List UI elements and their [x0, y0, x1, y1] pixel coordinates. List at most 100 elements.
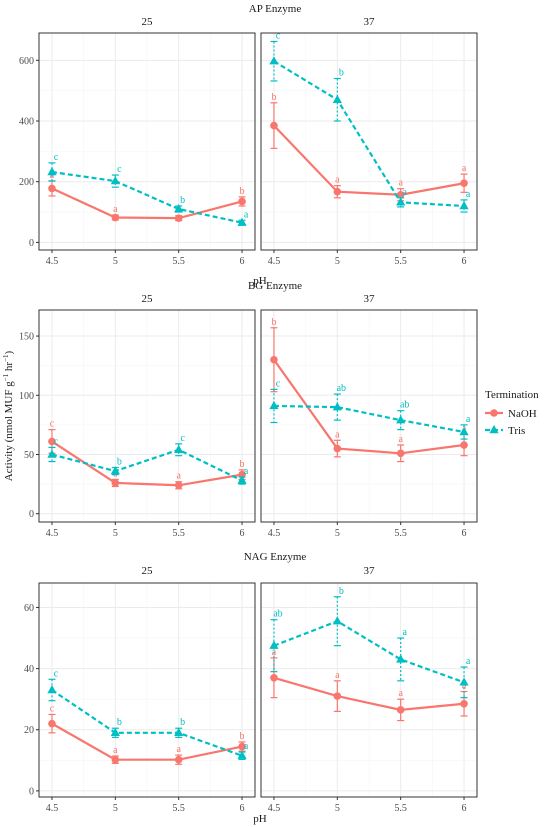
- data-point-tris: [269, 640, 279, 649]
- data-point-tris: [459, 200, 469, 210]
- series-naoh: b a a a: [270, 92, 468, 202]
- significance-letter: b: [339, 586, 344, 597]
- x-tick-label: 5.5: [172, 528, 185, 539]
- series-naoh: a a a a: [270, 647, 468, 722]
- data-point-naoh: [48, 719, 56, 728]
- panel-border: [38, 309, 256, 523]
- significance-letter: a: [398, 688, 403, 699]
- y-tick-label: 100: [19, 391, 34, 402]
- significance-letter: c: [50, 703, 55, 714]
- data-point-tris: [174, 727, 184, 736]
- y-axis-title: Activity (nmol MUF g−1 hr−1): [2, 350, 15, 481]
- panel-border: [38, 32, 256, 251]
- data-point-naoh: [396, 449, 405, 458]
- data-point-naoh: [174, 481, 183, 490]
- data-point-tris: [47, 167, 57, 176]
- significance-letter: c: [117, 164, 122, 175]
- legend-title: Termination: [485, 389, 539, 401]
- data-point-naoh: [270, 673, 278, 682]
- data-point-naoh: [238, 742, 246, 751]
- data-point-naoh: [460, 699, 468, 708]
- y-axis-title-superscript: −1: [2, 354, 10, 362]
- panel-strip-label: 37: [364, 565, 376, 577]
- significance-letter: b: [240, 731, 245, 742]
- data-point-tris: [47, 685, 57, 694]
- significance-letter: a: [462, 681, 467, 692]
- panel-strip-label: 37: [364, 293, 376, 305]
- x-tick-label: 6: [240, 256, 245, 267]
- legend-label: Tris: [508, 425, 525, 437]
- data-point-tris: [237, 475, 247, 484]
- significance-letter: a: [335, 175, 340, 186]
- significance-letter: c: [276, 30, 281, 41]
- significance-letter: a: [335, 429, 340, 440]
- series-line-naoh: [51, 722, 243, 761]
- data-point-tris: [174, 204, 184, 213]
- y-tick-label: 60: [24, 603, 34, 614]
- significance-letter: a: [113, 204, 118, 215]
- x-tick-label: 4.5: [268, 528, 281, 539]
- data-point-tris: [237, 750, 247, 759]
- x-tick-label: 5: [335, 256, 340, 267]
- significance-letter: b: [180, 195, 185, 206]
- significance-letter: a: [466, 414, 471, 425]
- data-point-tris: [110, 466, 120, 475]
- x-tick-label: 4.5: [46, 528, 59, 539]
- data-point-naoh: [333, 187, 342, 196]
- legend-key-circle: [490, 409, 498, 417]
- data-point-naoh: [238, 197, 246, 206]
- y-tick-label: 0: [29, 238, 34, 249]
- significance-letter: c: [54, 668, 59, 679]
- legend-item-naoh: NaOH: [485, 408, 537, 420]
- panel-border: [260, 582, 478, 798]
- chart-title: AP Enzyme: [249, 3, 302, 15]
- y-tick-label: 600: [19, 56, 34, 67]
- x-tick-label: 5: [335, 803, 340, 814]
- significance-letter: c: [54, 152, 59, 163]
- y-tick-label: 50: [24, 450, 34, 461]
- x-axis-title: pH: [253, 813, 267, 825]
- x-tick-label: 5.5: [394, 528, 407, 539]
- y-tick-label: 20: [24, 725, 34, 736]
- data-point-naoh: [111, 213, 120, 222]
- data-point-naoh: [111, 479, 120, 487]
- series-tris: cb ba: [47, 668, 249, 760]
- significance-letter: c: [54, 436, 59, 447]
- series-line-naoh: [273, 359, 465, 455]
- series-line-naoh: [51, 187, 243, 220]
- y-axis-title-superscript: −1: [2, 373, 10, 381]
- x-tick-label: 4.5: [46, 256, 59, 267]
- legend-key-triangle: [489, 425, 499, 434]
- x-axis-title: pH: [253, 275, 267, 287]
- chart-bg-enzyme: BG Enzyme25caabcbca4.555.5605010015037ba…: [19, 280, 478, 539]
- data-point-naoh: [48, 184, 56, 193]
- significance-letter: a: [462, 163, 467, 174]
- data-point-tris: [332, 616, 342, 625]
- panel-border: [38, 582, 256, 798]
- y-tick-label: 40: [24, 664, 34, 675]
- significance-letter: a: [398, 178, 403, 189]
- data-point-tris: [396, 197, 406, 206]
- data-point-naoh: [396, 706, 405, 714]
- significance-letter: a: [244, 741, 249, 752]
- significance-letter: b: [271, 92, 276, 103]
- data-point-tris: [396, 654, 406, 663]
- x-tick-label: 6: [462, 803, 467, 814]
- significance-letter: b: [240, 186, 245, 197]
- panel-strip-label: 25: [142, 565, 154, 577]
- legend: Termination NaOH Tris: [485, 389, 539, 437]
- significance-letter: b: [117, 717, 122, 728]
- data-point-tris: [237, 217, 247, 226]
- y-tick-label: 400: [19, 117, 34, 128]
- x-tick-label: 5: [113, 528, 118, 539]
- significance-letter: b: [117, 457, 122, 468]
- legend-item-tris: Tris: [485, 425, 525, 437]
- significance-letter: a: [398, 434, 403, 445]
- significance-letter: b: [240, 459, 245, 470]
